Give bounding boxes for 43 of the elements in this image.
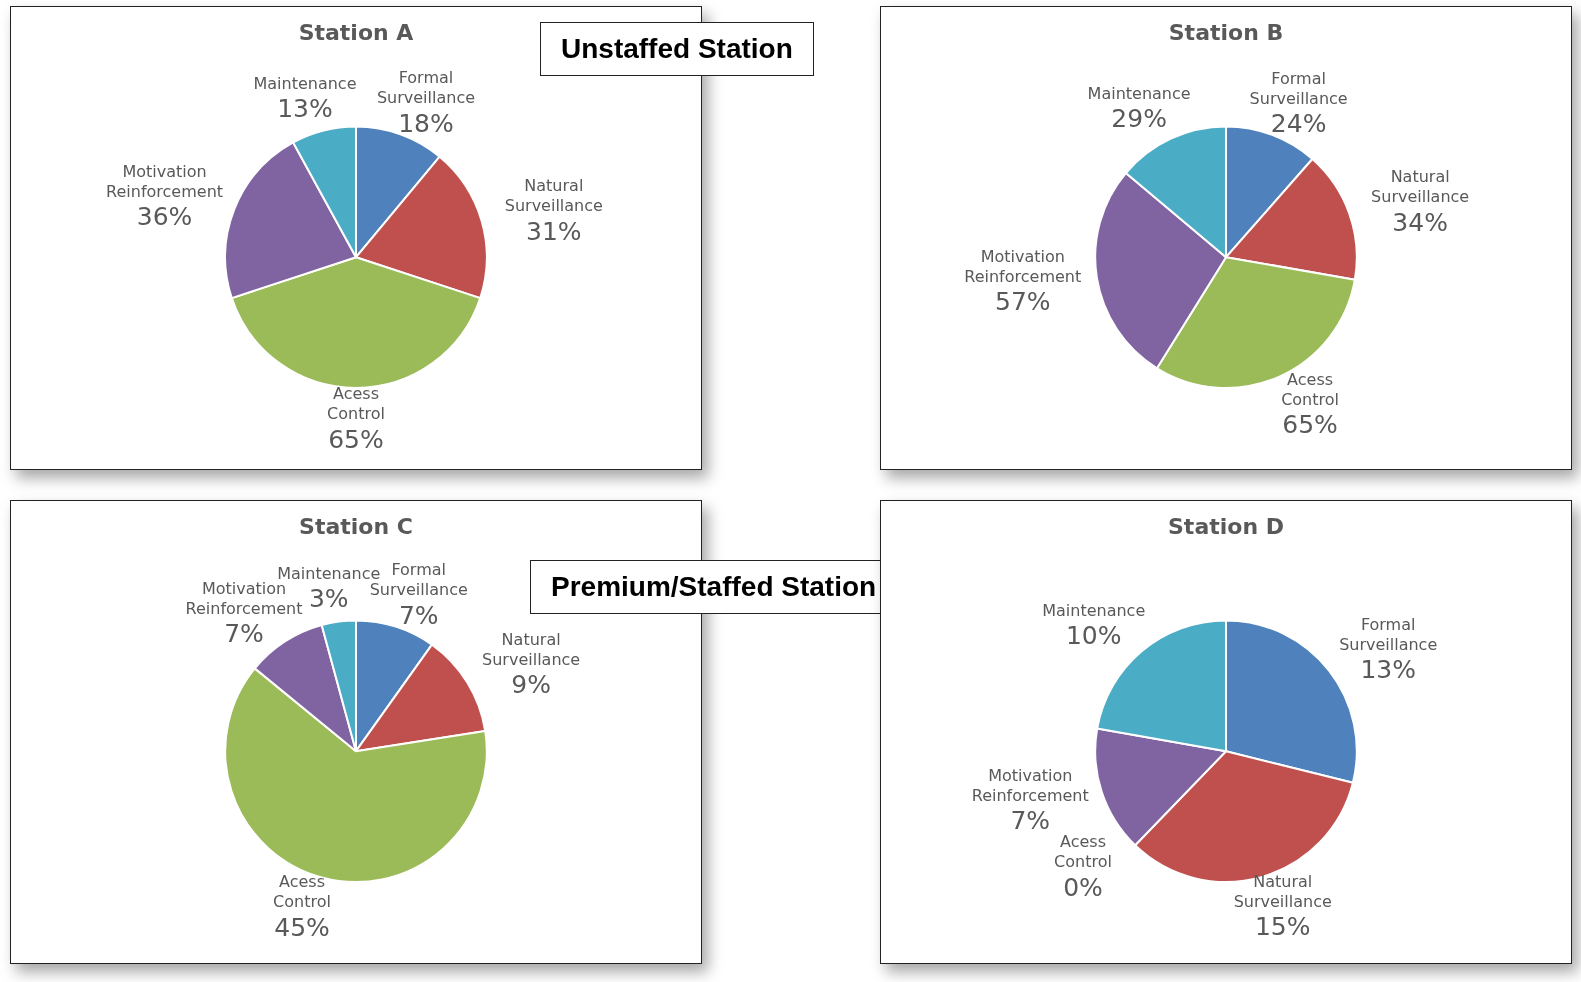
data-label: 45% <box>274 912 330 942</box>
slice-label: Natural Surveillance <box>482 629 581 669</box>
slice-label: Maintenance <box>253 73 357 93</box>
chart-title: Station B <box>1168 19 1284 45</box>
slice-label: Motivation Reinforcement <box>106 161 224 201</box>
slice-label: Formal Surveillance <box>376 68 476 108</box>
slice-label: Acess Control <box>1281 369 1339 409</box>
data-label: 7% <box>1010 806 1051 836</box>
slice-label: Motivation Reinforcement <box>964 246 1082 286</box>
chart-title: Station C <box>299 513 413 539</box>
data-label: 31% <box>526 216 582 246</box>
data-label: 65% <box>1282 410 1338 440</box>
slice-label: Acess Control <box>327 384 385 424</box>
chart-title: Station A <box>298 19 414 45</box>
slice-label: Acess Control <box>273 872 331 912</box>
data-label: 13% <box>277 93 333 123</box>
slice-label: Formal Surveillance <box>1249 69 1348 109</box>
data-label: 10% <box>1065 620 1122 650</box>
slice-label: Maintenance <box>1087 83 1191 103</box>
slice-label: Motivation Reinforcement <box>971 765 1089 805</box>
data-label: 57% <box>994 287 1051 317</box>
slice-label: Formal Surveillance <box>1339 615 1438 655</box>
data-label: 13% <box>1360 655 1416 685</box>
data-label: 29% <box>1111 104 1167 134</box>
data-label: 9% <box>511 670 551 700</box>
data-label: 15% <box>1254 912 1311 942</box>
slice-label: Natural Surveillance <box>1233 871 1332 911</box>
slice-label: Natural Surveillance <box>1371 167 1470 207</box>
data-label: 34% <box>1392 207 1448 237</box>
chart-title: Station D <box>1168 513 1284 539</box>
slice-label: Natural Surveillance <box>504 176 603 216</box>
category-label: Acess Control <box>1054 832 1112 872</box>
text: 0% <box>1063 872 1103 902</box>
data-label: 18% <box>398 108 454 138</box>
data-label: 65% <box>328 424 384 454</box>
text: Unstaffed Station <box>540 22 814 76</box>
slice-label: Maintenance <box>1042 600 1146 620</box>
data-label: 24% <box>1270 109 1327 139</box>
data-label: 3% <box>308 584 349 614</box>
data-label: 36% <box>136 201 193 231</box>
text: Premium/Staffed Station <box>530 560 898 614</box>
data-label: 7% <box>398 600 439 630</box>
data-label: 7% <box>224 619 264 649</box>
